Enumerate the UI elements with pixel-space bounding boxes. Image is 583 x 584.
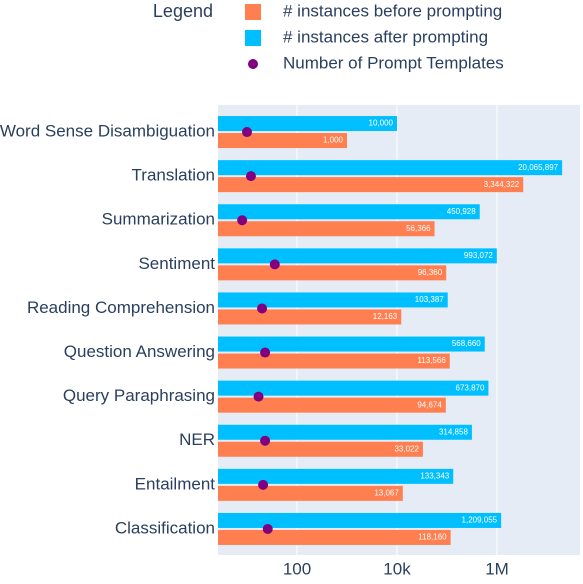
legend-label: # instances before prompting [283,1,502,20]
bar [218,441,423,457]
legend-label: Number of Prompt Templates [283,53,504,72]
y-tick-label: Entailment [135,474,216,493]
marker [245,171,256,182]
bar [218,397,446,413]
bar [218,177,524,193]
bar [218,116,398,132]
value-label: 10,000 [369,119,394,128]
marker [253,391,264,402]
x-tick-label: 1M [485,559,509,578]
y-tick-label: Word Sense Disambiguation [0,122,215,141]
bar [218,292,448,308]
bar [218,133,348,149]
y-tick-label: Sentiment [138,254,215,273]
legend-marker [248,59,258,69]
marker [242,127,253,138]
value-label: 12,163 [373,312,398,321]
marker [237,215,248,226]
value-label: 133,343 [420,471,449,480]
value-label: 96,360 [418,268,443,277]
y-tick-label: Query Paraphrasing [63,386,215,405]
value-label: 94,674 [417,400,442,409]
bar [218,380,489,396]
y-tick-label: Summarization [102,210,215,229]
bar [218,336,485,352]
y-tick-label: Classification [115,518,215,537]
marker [269,259,280,270]
legend-label: # instances after prompting [283,27,488,46]
value-label: 33,022 [394,444,419,453]
legend-marker [245,30,261,46]
value-label: 1,000 [323,136,344,145]
bar [218,468,454,484]
value-label: 56,366 [406,224,431,233]
value-label: 450,928 [447,207,476,216]
value-label: 993,072 [464,251,493,260]
bar [218,160,563,176]
x-tick-label: 10k [383,559,411,578]
value-label: 20,065,897 [518,163,559,172]
y-tick-label: Translation [132,166,215,185]
bar [218,221,435,237]
value-label: 568,660 [452,339,481,348]
marker [262,523,273,534]
bar [218,204,480,220]
legend-title: Legend [153,1,213,21]
value-label: 673,870 [456,383,485,392]
bar [218,309,402,325]
value-label: 13,067 [374,488,399,497]
y-tick-label: NER [179,430,215,449]
legend-marker [245,4,261,20]
x-tick-label: 100 [283,559,311,578]
bar [218,512,502,528]
value-label: 103,387 [415,295,444,304]
value-label: 1,209,055 [462,516,498,525]
bar [218,248,497,264]
marker [260,435,271,446]
value-label: 3,344,322 [484,180,520,189]
marker [257,303,268,314]
value-label: 113,566 [417,356,446,365]
marker [258,479,269,490]
bar [218,529,451,545]
y-tick-label: Reading Comprehension [27,298,215,317]
bar [218,265,447,281]
marker [260,347,271,358]
bar [218,424,472,440]
bar [218,353,450,369]
value-label: 314,858 [439,427,468,436]
y-tick-label: Question Answering [64,342,215,361]
value-label: 118,160 [418,533,447,542]
